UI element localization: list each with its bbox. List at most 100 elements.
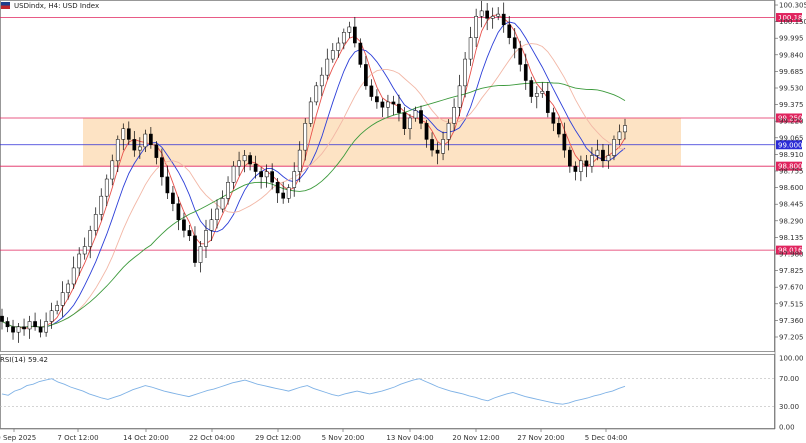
candle-body (568, 149, 572, 167)
rsi-line (1, 378, 626, 405)
candle-body (325, 58, 330, 76)
candle-body (60, 292, 65, 306)
candle-body (215, 208, 219, 220)
candle-body (556, 123, 561, 135)
zone-fill (83, 117, 681, 167)
price-tick-label: 98.755 (779, 168, 804, 176)
candle-body (501, 13, 506, 26)
candle-body (490, 15, 495, 19)
candle-body (358, 42, 363, 65)
price-tick-label: 97.825 (779, 267, 804, 275)
candle-body (71, 267, 76, 285)
candle-body (529, 80, 534, 97)
price-tick-label: 97.360 (779, 317, 804, 325)
candle-body (474, 15, 478, 38)
candle-body (226, 181, 230, 199)
time-tick-label: 13 Nov 04:00 (386, 434, 433, 442)
candle-body (496, 13, 501, 17)
candle-body (275, 181, 280, 194)
candle-body (44, 321, 48, 333)
candle-body (264, 171, 269, 178)
candle-body (512, 37, 517, 49)
candle-body (27, 321, 32, 330)
rsi-tick-label: 100.00 (779, 355, 804, 363)
candle-body (143, 133, 148, 148)
candle-body (292, 171, 297, 188)
candle-body (485, 10, 490, 19)
candle-body (606, 155, 611, 162)
price-tick-label: 100.150 (779, 18, 806, 26)
candle-body (11, 326, 15, 333)
price-tick-label: 97.205 (779, 334, 804, 342)
candle-body (77, 253, 82, 269)
candle-body (303, 123, 308, 151)
candle-body (579, 160, 583, 172)
candle-body (0, 315, 4, 322)
candle-body (204, 230, 208, 247)
candle-body (419, 110, 423, 124)
candle-body (231, 165, 236, 183)
candle-body (352, 26, 357, 44)
level-price-label: 100.188 (778, 14, 806, 22)
candle-body (314, 85, 319, 103)
candle-body (126, 128, 131, 140)
time-tick-label: 5 Nov 20:00 (322, 434, 365, 442)
candle-body (99, 195, 104, 215)
candle-body (154, 144, 159, 158)
candle-body (209, 219, 214, 231)
candle-body (286, 187, 291, 199)
time-tick-label: 7 Oct 12:00 (57, 434, 98, 442)
candle-body (523, 64, 528, 81)
us-flag-icon (1, 2, 10, 9)
candle-body (413, 110, 418, 119)
candle-body (149, 133, 153, 146)
candle-body (463, 58, 467, 87)
candle-body (93, 214, 98, 231)
candle-body (132, 139, 137, 151)
rsi-indicator: 100.00 70.00 30.00 0.00 (0, 355, 804, 432)
time-tick-label: 20 Nov 12:00 (452, 434, 499, 442)
price-tick-label: 99.995 (779, 35, 804, 43)
price-tick-label: 97.515 (779, 300, 804, 308)
level-price-tag (776, 13, 802, 23)
price-tick-label: 100.305 (779, 2, 806, 10)
candle-body (424, 123, 429, 140)
price-tick-label: 98.290 (779, 217, 804, 225)
candle-body (562, 133, 567, 151)
candle-body (595, 149, 600, 156)
candle-body (319, 74, 324, 87)
candle-body (171, 192, 175, 204)
candle-body (270, 171, 275, 183)
price-tick-label: 98.910 (779, 151, 804, 159)
chart-title: USDindx, H4: USD Index (14, 1, 100, 10)
candle-body (248, 155, 252, 165)
candle-body (479, 10, 484, 17)
candle-body (408, 117, 412, 129)
price-tick-label: 98.600 (779, 184, 804, 192)
candle-body (623, 125, 627, 133)
candle-body (115, 139, 120, 162)
candle-body (435, 149, 440, 154)
candle-body (441, 139, 445, 154)
moving-averages (1, 14, 626, 330)
candle-body (237, 160, 241, 167)
price-tick-label: 99.065 (779, 134, 804, 142)
time-tick-label: 30 Sep 2025 (0, 434, 36, 442)
candle-body (452, 107, 456, 124)
candle-body (617, 131, 622, 140)
time-tick-label: 29 Oct 12:00 (255, 434, 301, 442)
price-tick-label: 99.220 (779, 118, 804, 126)
time-tick-label: 5 Dec 04:00 (585, 434, 628, 442)
candle-body (336, 42, 341, 51)
candle-body (330, 50, 335, 60)
time-tick-label: 14 Oct 20:00 (123, 434, 169, 442)
level-price-label: 98.016 (778, 247, 803, 255)
candle-body (573, 165, 578, 172)
horizontal-levels[interactable]: 100.188 99.250 99.000 98.800 98.016 (0, 13, 806, 255)
rsi-tick-label: 30.00 (779, 403, 799, 411)
candle-body (165, 176, 170, 194)
candle-body (601, 149, 605, 162)
candle-body (182, 219, 186, 231)
candle-body (397, 103, 401, 113)
